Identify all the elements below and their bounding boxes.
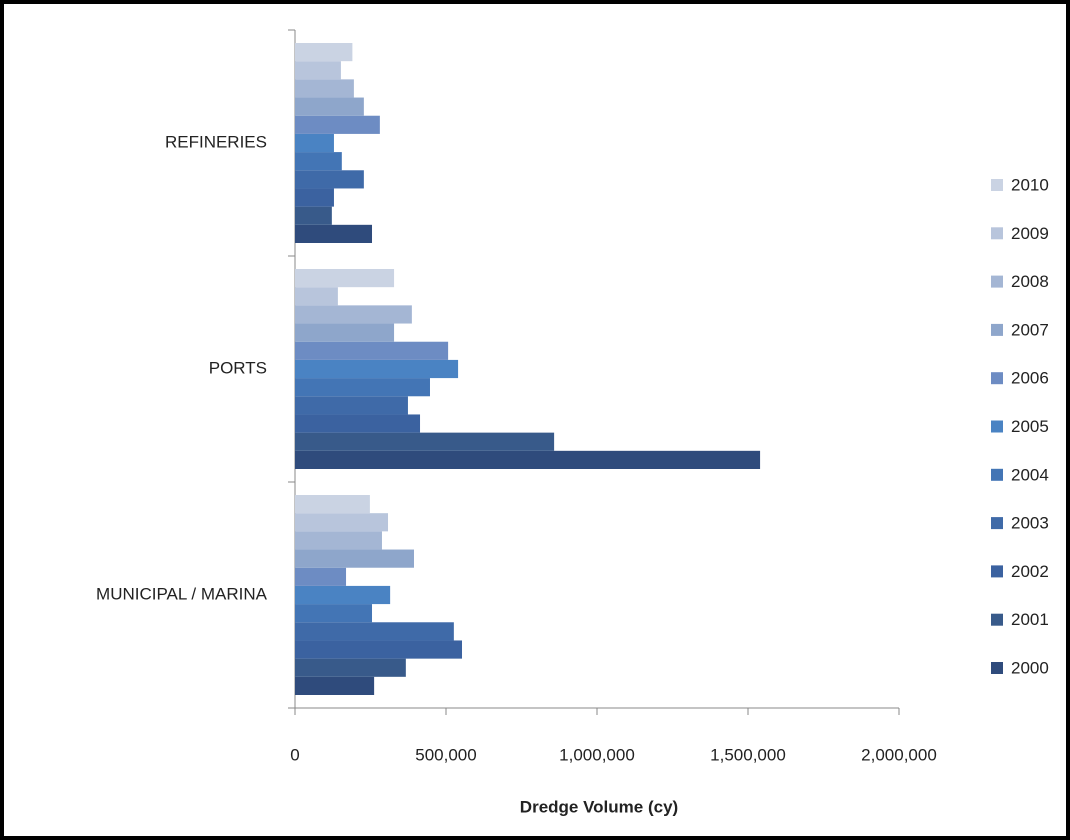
bar (295, 97, 364, 116)
bar (295, 43, 353, 62)
bar (295, 341, 449, 360)
legend-swatch (991, 275, 1003, 288)
bar (295, 640, 463, 659)
bar (295, 133, 334, 153)
legend-swatch (991, 323, 1003, 336)
bar (295, 269, 395, 288)
bar (295, 567, 347, 586)
bar (295, 323, 395, 342)
legend-label: 2009 (1011, 224, 1049, 243)
bar (295, 170, 364, 189)
bar (295, 206, 332, 225)
x-tick-label: 0 (290, 745, 299, 764)
legend-label: 2001 (1011, 610, 1049, 629)
bar (295, 676, 375, 695)
y-tick-label: REFINERIES (165, 132, 267, 151)
chart: Dredge Volume (cy) 0 500,000 1,000,000 1,50… (96, 29, 1049, 816)
legend-label: 2006 (1011, 369, 1049, 388)
legend-swatch (991, 662, 1003, 674)
x-tick-label: 1,000,000 (559, 745, 635, 764)
bar (295, 287, 338, 306)
legend-label: 2004 (1011, 465, 1049, 484)
legend-swatch (991, 372, 1003, 385)
bar (295, 61, 341, 80)
bar (295, 79, 354, 98)
y-tick-label: MUNICIPAL / MARINA (96, 584, 268, 603)
bar (295, 450, 761, 469)
bar (295, 585, 391, 605)
legend-label: 2007 (1011, 320, 1049, 339)
bar (295, 414, 421, 433)
x-axis-title: Dredge Volume (cy) (520, 797, 678, 816)
x-tick-label: 1,500,000 (710, 745, 786, 764)
legend-swatch (991, 420, 1003, 433)
legend-swatch (991, 517, 1003, 530)
legend-label: 2005 (1011, 417, 1049, 436)
legend-swatch (991, 179, 1003, 191)
legend-label: 2010 (1011, 175, 1049, 194)
bar (295, 604, 373, 623)
bar (295, 432, 555, 451)
bar (295, 359, 459, 379)
legend-swatch (991, 613, 1003, 626)
legend-label: 2002 (1011, 562, 1049, 581)
bar (295, 658, 406, 677)
bar (295, 549, 414, 568)
bar (295, 378, 430, 397)
y-tick-label: PORTS (209, 358, 267, 377)
bar (295, 531, 382, 550)
legend-label: 2000 (1011, 658, 1049, 677)
legend-swatch (991, 227, 1003, 240)
bar (295, 152, 342, 171)
bar (295, 513, 389, 532)
bar (295, 495, 370, 514)
bar (295, 622, 454, 641)
bar (295, 188, 334, 207)
x-tick-label: 500,000 (415, 745, 476, 764)
legend-label: 2008 (1011, 272, 1049, 291)
bar (295, 115, 380, 134)
bar (295, 224, 373, 243)
legend-label: 2003 (1011, 514, 1049, 533)
legend-swatch (991, 468, 1003, 481)
bar (295, 305, 412, 324)
x-tick-label: 2,000,000 (861, 745, 937, 764)
bar (295, 396, 408, 415)
legend-swatch (991, 565, 1003, 578)
